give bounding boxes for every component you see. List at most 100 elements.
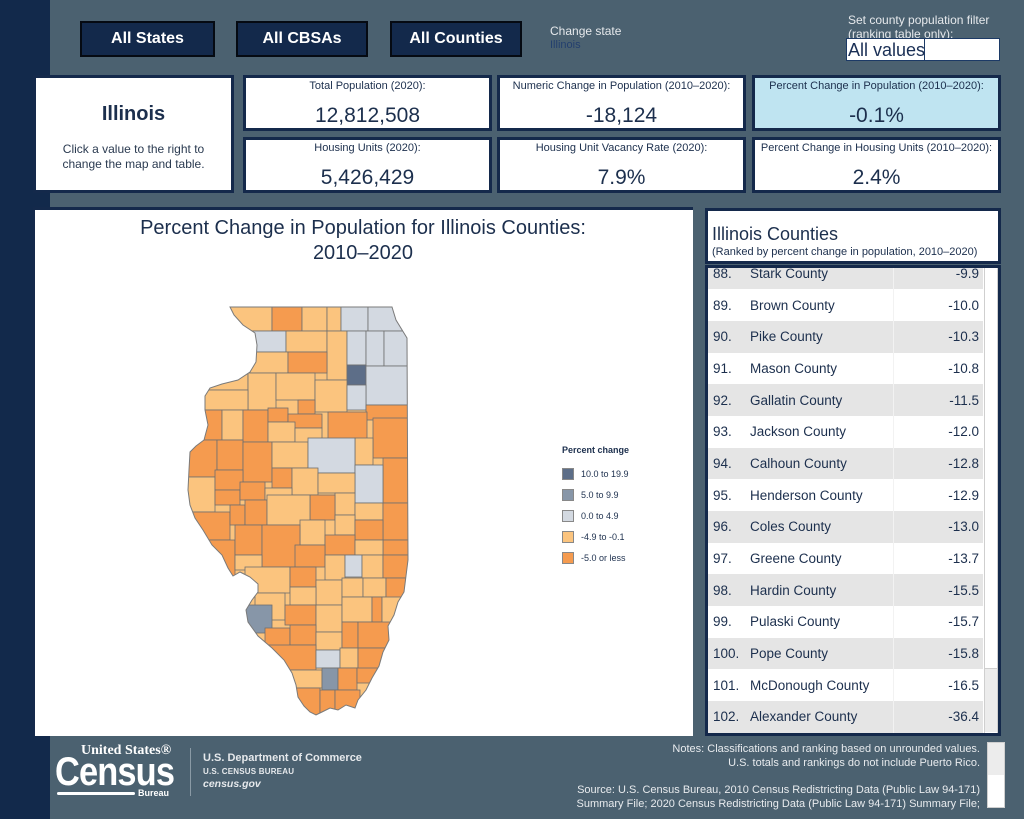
ranking-row[interactable]: 93. Jackson County -12.0 <box>708 415 983 448</box>
percent-change-population-card[interactable]: Percent Change in Population (2010–2020)… <box>752 75 1001 131</box>
county-region[interactable] <box>284 604 317 626</box>
county-region[interactable] <box>216 439 244 471</box>
county-region[interactable] <box>284 669 323 689</box>
total-population-card[interactable]: Total Population (2020): 12,812,508 <box>243 75 492 131</box>
county-region[interactable] <box>326 300 342 332</box>
county-region[interactable] <box>319 689 336 715</box>
ranking-row[interactable]: 89. Brown County -10.0 <box>708 289 983 321</box>
county-region[interactable] <box>309 494 336 521</box>
county-region[interactable] <box>315 631 343 651</box>
county-region[interactable] <box>346 384 367 411</box>
county-region[interactable] <box>267 421 296 443</box>
county-region[interactable] <box>289 624 317 646</box>
county-region[interactable] <box>267 407 289 423</box>
percent-change-housing-card[interactable]: Percent Change in Housing Units (2010–20… <box>752 137 1001 193</box>
county-region[interactable] <box>314 379 348 413</box>
housing-units-card[interactable]: Housing Units (2020): 5,426,429 <box>243 137 492 193</box>
ranking-scrollbar[interactable] <box>984 268 998 733</box>
county-region[interactable] <box>289 586 317 606</box>
county-region[interactable] <box>382 539 414 556</box>
ranking-row[interactable]: 95. Henderson County -12.9 <box>708 479 983 511</box>
county-region[interactable] <box>285 330 328 353</box>
ranking-row[interactable]: 94. Calhoun County -12.8 <box>708 447 983 480</box>
county-region[interactable] <box>361 554 384 579</box>
county-region[interactable] <box>214 469 244 491</box>
county-region[interactable] <box>365 330 385 367</box>
county-region[interactable] <box>289 687 321 718</box>
county-region[interactable] <box>214 489 241 506</box>
county-region[interactable] <box>294 544 326 568</box>
county-region[interactable] <box>354 539 384 556</box>
all-counties-button[interactable]: All Counties <box>390 21 522 57</box>
county-region[interactable] <box>221 300 273 332</box>
county-region[interactable] <box>261 524 301 568</box>
county-region[interactable] <box>321 667 339 691</box>
county-region[interactable] <box>189 511 231 541</box>
county-region[interactable] <box>341 577 364 598</box>
ranking-row[interactable]: 88. Stark County -9.9 <box>708 268 983 290</box>
county-region[interactable] <box>357 621 399 649</box>
county-region[interactable] <box>239 330 287 353</box>
county-region[interactable] <box>341 596 373 623</box>
vacancy-rate-card[interactable]: Housing Unit Vacancy Rate (2020): 7.9% <box>497 137 746 193</box>
county-region[interactable] <box>382 457 414 504</box>
scrollbar-thumb[interactable] <box>985 668 997 732</box>
population-filter-select[interactable]: All values <box>846 38 1000 61</box>
county-region[interactable] <box>244 499 268 526</box>
census-logo[interactable]: United States® Census Bureau <box>55 744 180 799</box>
ranking-row[interactable]: 90. Pike County -10.3 <box>708 320 983 353</box>
county-region[interactable] <box>221 409 244 441</box>
ranking-row[interactable]: 101. McDonough County -16.5 <box>708 669 983 702</box>
ranking-row[interactable]: 91. Mason County -10.8 <box>708 352 983 385</box>
ranking-row[interactable]: 98. Hardin County -15.5 <box>708 574 983 607</box>
ranking-row[interactable]: 102. Alexander County -36.4 <box>708 701 983 733</box>
county-region[interactable] <box>346 330 367 366</box>
numeric-change-population-card[interactable]: Numeric Change in Population (2010–2020)… <box>497 75 746 131</box>
county-region[interactable] <box>324 554 346 581</box>
county-region[interactable] <box>340 300 369 332</box>
county-region[interactable] <box>185 476 216 513</box>
county-region[interactable] <box>297 399 316 415</box>
county-region[interactable] <box>239 481 266 501</box>
county-region[interactable] <box>341 621 359 649</box>
county-region[interactable] <box>301 300 328 332</box>
county-region[interactable] <box>354 519 384 541</box>
all-states-button[interactable]: All States <box>80 21 215 57</box>
county-region[interactable] <box>271 441 309 469</box>
county-region[interactable] <box>289 566 317 588</box>
county-region[interactable] <box>199 372 249 391</box>
county-region[interactable] <box>234 524 263 556</box>
ranking-row[interactable]: 97. Greene County -13.7 <box>708 542 983 575</box>
county-region[interactable] <box>299 519 326 546</box>
county-region[interactable] <box>362 577 387 598</box>
county-region[interactable] <box>242 441 273 483</box>
all-cbsas-button[interactable]: All CBSAs <box>236 21 368 57</box>
county-region[interactable] <box>367 300 413 332</box>
ranking-row[interactable]: 99. Pulaski County -15.7 <box>708 606 983 638</box>
county-region[interactable] <box>324 534 356 556</box>
county-region[interactable] <box>315 604 343 633</box>
county-region[interactable] <box>229 504 246 526</box>
county-region[interactable] <box>354 437 374 466</box>
county-region[interactable] <box>334 689 361 711</box>
county-region[interactable] <box>354 502 384 521</box>
county-region[interactable] <box>242 409 269 443</box>
county-region[interactable] <box>271 467 293 489</box>
county-region[interactable] <box>382 502 414 541</box>
county-region[interactable] <box>244 566 291 594</box>
county-region[interactable] <box>354 464 384 504</box>
county-region[interactable] <box>346 364 367 386</box>
county-region[interactable] <box>234 351 289 374</box>
county-region[interactable] <box>315 649 341 669</box>
county-region[interactable] <box>344 554 363 578</box>
county-region[interactable] <box>275 372 316 401</box>
change-state-dropdown[interactable]: Illinois <box>550 39 581 51</box>
county-region[interactable] <box>291 467 319 496</box>
county-region[interactable] <box>383 330 414 367</box>
ranking-row[interactable]: 96. Coles County -13.0 <box>708 511 983 543</box>
notes-scrollbar[interactable] <box>987 742 1005 808</box>
county-region[interactable] <box>315 579 343 606</box>
county-region[interactable] <box>371 596 383 623</box>
county-region[interactable] <box>382 554 414 579</box>
county-region[interactable] <box>326 330 348 381</box>
